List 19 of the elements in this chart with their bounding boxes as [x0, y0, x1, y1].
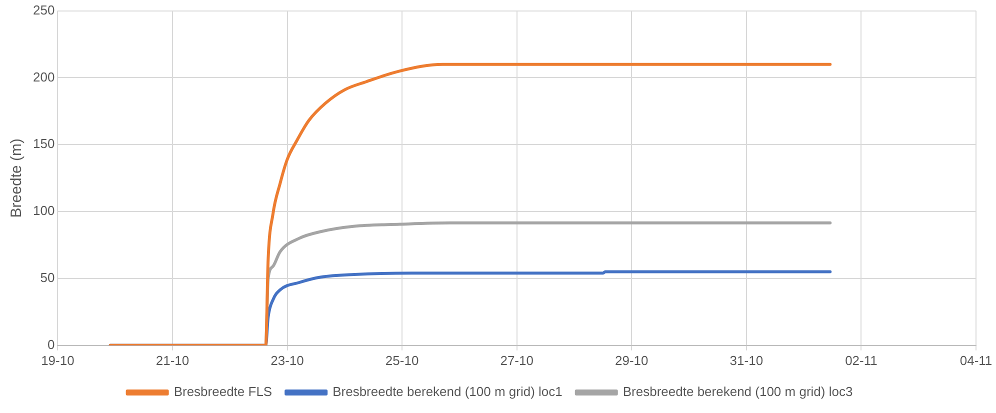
y-tick-label: 100: [32, 203, 55, 218]
x-tick-label: 23-10: [270, 352, 304, 368]
legend-label: Bresbreedte FLS: [174, 384, 272, 400]
x-tick-label: 27-10: [500, 352, 534, 368]
y-axis-title: Breedte (m): [8, 138, 26, 218]
x-tick-label: 04-11: [960, 352, 992, 368]
x-tick-label: 31-10: [730, 352, 764, 368]
legend-label: Bresbreedte berekend (100 m grid) loc3: [622, 384, 853, 400]
x-tick-label: 29-10: [615, 352, 648, 368]
x-tick-label: 25-10: [385, 352, 419, 368]
legend-label: Bresbreedte berekend (100 m grid) loc1: [332, 384, 562, 400]
x-tick-label: 02-11: [845, 352, 878, 368]
y-tick-label: 250: [32, 2, 55, 18]
x-tick-label: 21-10: [156, 352, 190, 368]
x-tick-label: 19-10: [41, 352, 74, 368]
y-tick-label: 50: [40, 270, 55, 286]
y-tick-label: 0: [47, 336, 55, 352]
y-tick-label: 200: [32, 69, 55, 84]
y-tick-label: 150: [32, 136, 55, 152]
